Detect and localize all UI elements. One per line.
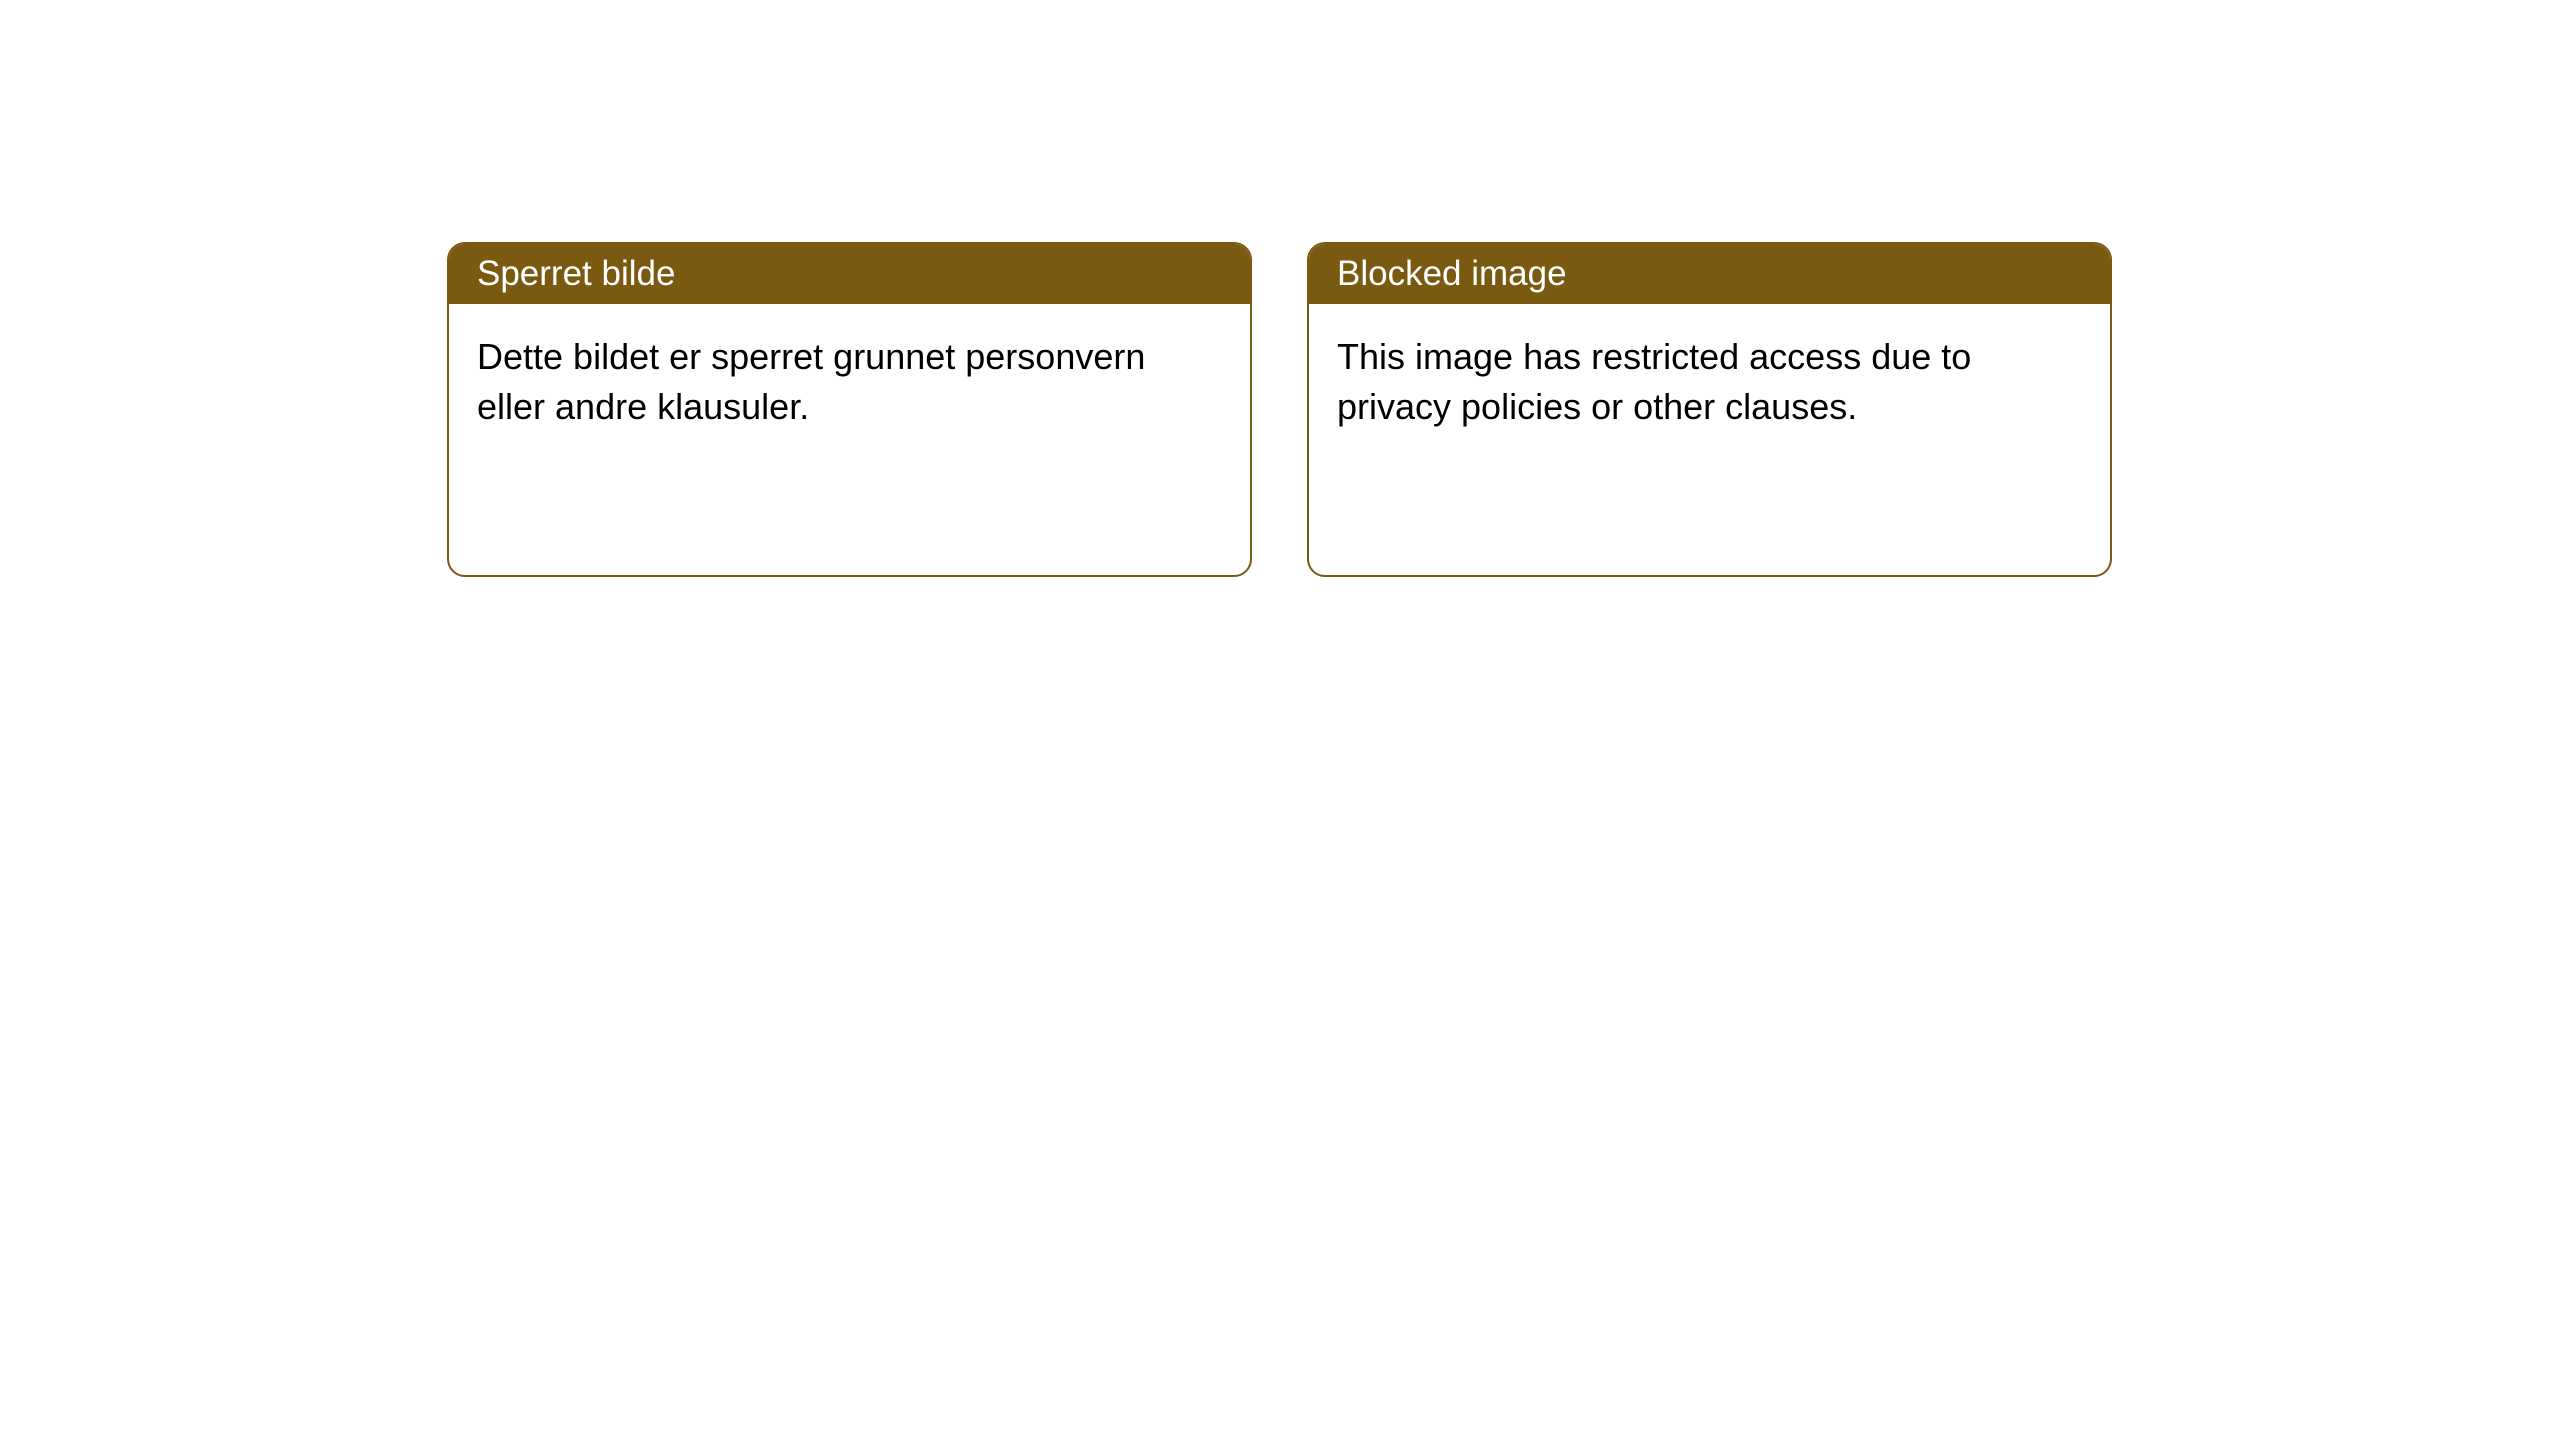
notice-container: Sperret bilde Dette bildet er sperret gr… — [447, 242, 2112, 577]
notice-header: Sperret bilde — [449, 244, 1250, 304]
notice-title: Sperret bilde — [477, 254, 675, 293]
notice-box-norwegian: Sperret bilde Dette bildet er sperret gr… — [447, 242, 1252, 577]
notice-header: Blocked image — [1309, 244, 2110, 304]
notice-message: Dette bildet er sperret grunnet personve… — [477, 336, 1145, 427]
notice-title: Blocked image — [1337, 254, 1567, 293]
notice-body: This image has restricted access due to … — [1309, 304, 2110, 461]
notice-box-english: Blocked image This image has restricted … — [1307, 242, 2112, 577]
notice-body: Dette bildet er sperret grunnet personve… — [449, 304, 1250, 461]
notice-message: This image has restricted access due to … — [1337, 336, 1971, 427]
